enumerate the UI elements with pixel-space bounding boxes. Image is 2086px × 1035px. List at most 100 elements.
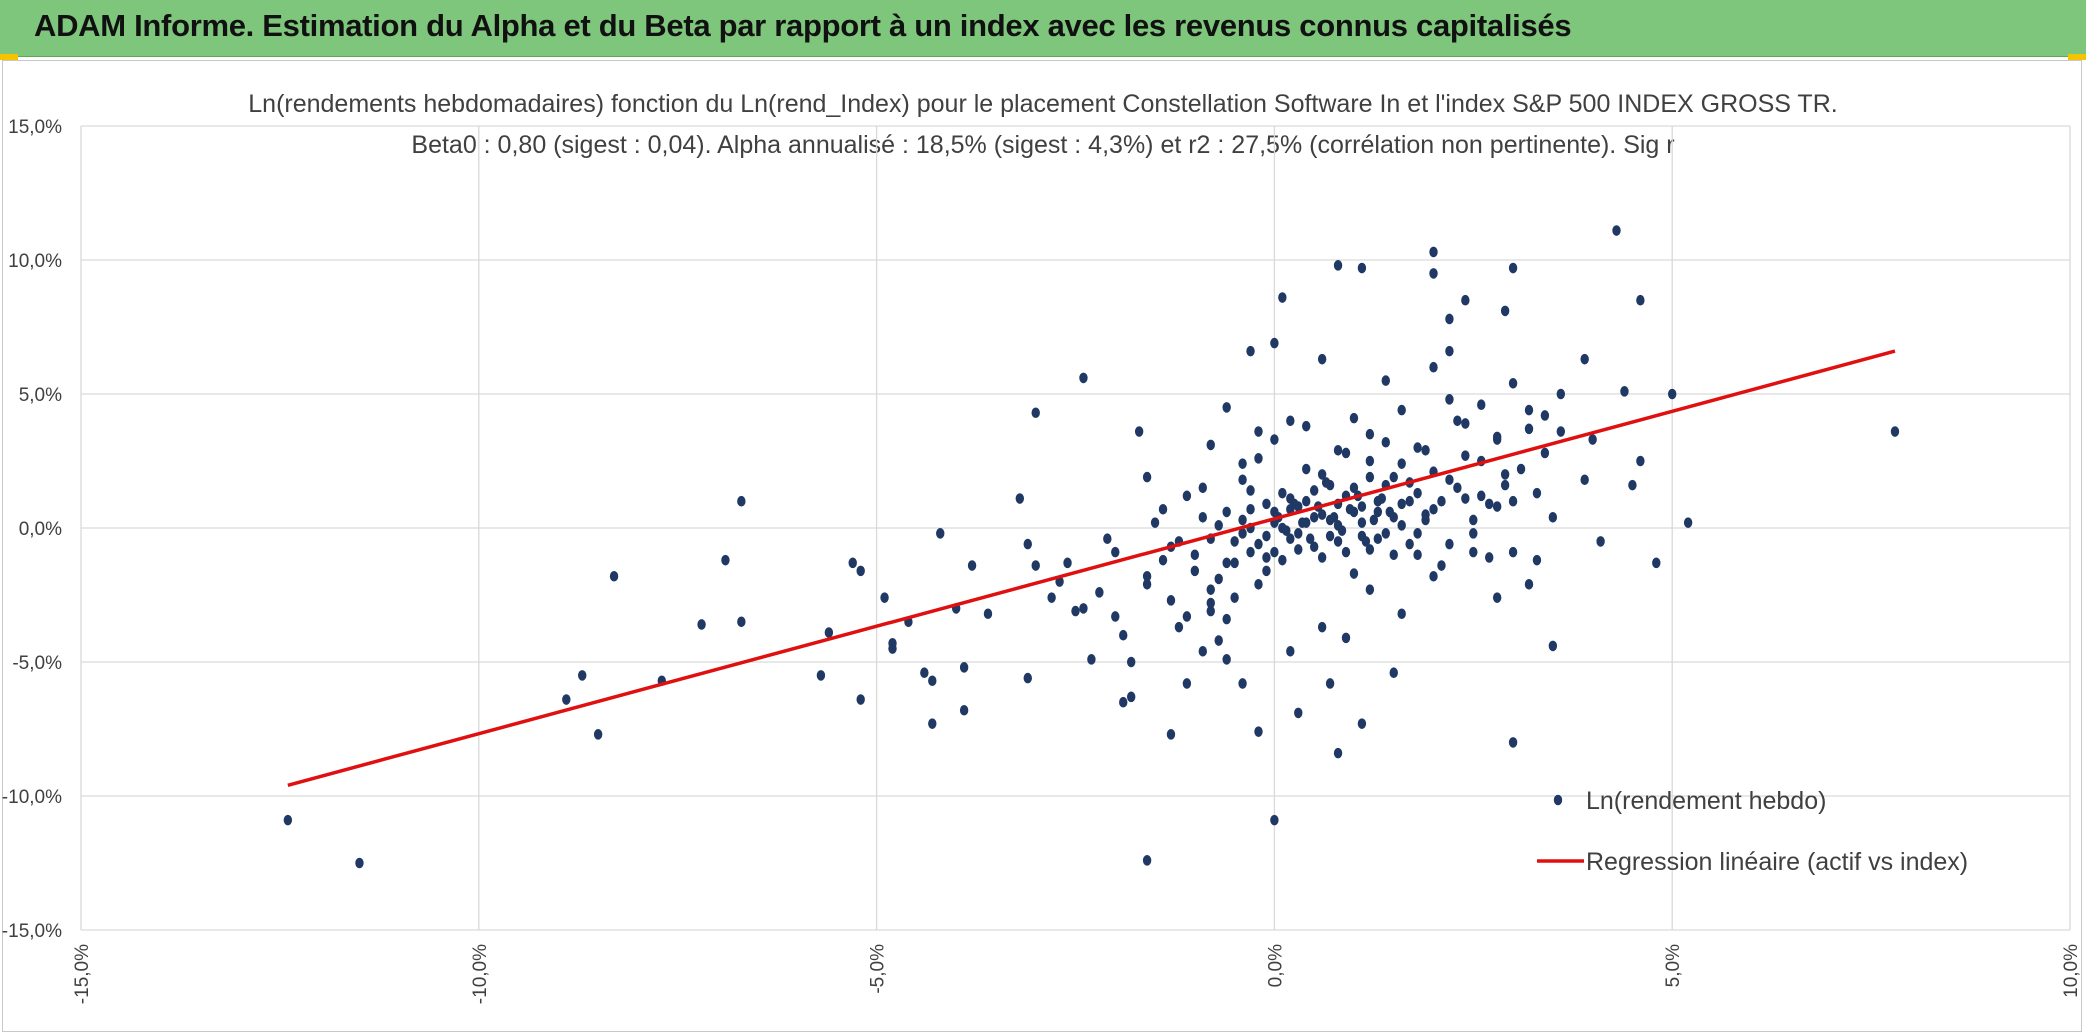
x-tick-label: 0,0% xyxy=(1265,944,1286,987)
scatter-point xyxy=(1023,538,1032,550)
scatter-point xyxy=(1421,444,1430,456)
scatter-point xyxy=(1238,474,1247,486)
scatter-point xyxy=(1524,423,1534,435)
scatter-point xyxy=(1477,399,1486,411)
scatter-point xyxy=(1429,503,1438,515)
scatter-point xyxy=(1532,554,1542,566)
scatter-point xyxy=(888,637,897,649)
scatter-point xyxy=(1508,737,1518,748)
scatter-point xyxy=(1309,511,1319,523)
scatter-point xyxy=(1548,640,1558,652)
scatter-point xyxy=(1134,426,1144,437)
scatter-point xyxy=(1111,546,1120,558)
frame-corner-top-left xyxy=(0,54,18,60)
scatter-point xyxy=(1214,635,1223,646)
scatter-point xyxy=(1158,503,1168,515)
scatter-point xyxy=(1254,538,1263,550)
scatter-point xyxy=(1437,560,1446,571)
scatter-point xyxy=(1222,613,1231,625)
legend-label-regression: Regression linéaire (actif vs index) xyxy=(1586,848,1968,876)
scatter-point xyxy=(816,670,826,681)
regression-line xyxy=(287,349,1896,787)
scatter-point xyxy=(1421,514,1430,526)
x-tick-label: 10,0% xyxy=(2061,944,2082,998)
scatter-point xyxy=(1357,517,1367,528)
scatter-point xyxy=(1508,495,1518,507)
scatter-point xyxy=(928,718,937,729)
scatter-point xyxy=(1294,528,1303,539)
scatter-point xyxy=(1405,495,1414,507)
y-tick-label: 5,0% xyxy=(19,385,62,406)
scatter-point xyxy=(1317,621,1327,633)
scatter-point xyxy=(1222,557,1231,569)
scatter-point xyxy=(1206,597,1215,609)
scatter-point xyxy=(1500,479,1510,491)
scatter-point xyxy=(1298,517,1307,528)
scatter-point xyxy=(1397,520,1406,531)
scatter-point xyxy=(1636,455,1645,467)
scatter-point xyxy=(1532,487,1542,499)
scatter-point xyxy=(1278,554,1287,566)
scatter-point xyxy=(1341,447,1351,459)
legend-marker-scatter xyxy=(1553,794,1563,806)
scatter-point xyxy=(1238,514,1247,526)
x-tick-label: -10,0% xyxy=(470,944,491,1004)
scatter-point xyxy=(936,528,945,539)
scatter-point xyxy=(1333,536,1343,547)
scatter-point xyxy=(1325,530,1335,542)
scatter-point xyxy=(1262,552,1271,563)
scatter-point xyxy=(1683,517,1693,528)
report-banner: ADAM Informe. Estimation du Alpha et du … xyxy=(0,0,2086,57)
scatter-point xyxy=(1325,678,1335,689)
scatter-point xyxy=(1508,546,1518,558)
scatter-point xyxy=(1365,584,1375,595)
scatter-point xyxy=(1381,436,1390,448)
scatter-point xyxy=(848,557,857,569)
scatter-point xyxy=(1142,471,1152,483)
scatter-point xyxy=(1445,538,1454,550)
scatter-point xyxy=(1385,506,1394,518)
scatter-point xyxy=(1166,729,1176,740)
x-tick-label: -15,0% xyxy=(72,944,93,1004)
scatter-point xyxy=(1461,493,1470,504)
y-tick-label: -10,0% xyxy=(2,787,62,808)
scatter-point xyxy=(1286,415,1295,427)
scatter-point xyxy=(562,694,571,705)
scatter-point xyxy=(1222,654,1231,665)
scatter-point xyxy=(1357,262,1367,274)
scatter-point xyxy=(1373,506,1383,518)
scatter-point xyxy=(1119,629,1128,641)
scatter-point xyxy=(737,616,746,628)
scatter-point xyxy=(1413,528,1422,539)
scatter-point xyxy=(1270,546,1279,558)
scatter-point xyxy=(1302,463,1311,475)
scatter-point xyxy=(1341,546,1351,558)
scatter-point xyxy=(1294,707,1303,719)
scatter-point xyxy=(1095,587,1104,598)
scatter-point xyxy=(1290,498,1299,510)
scatter-point xyxy=(1063,557,1072,569)
scatter-point xyxy=(1230,557,1239,569)
scatter-point xyxy=(1445,394,1454,405)
y-tick-label: 10,0% xyxy=(8,251,62,272)
scatter-point xyxy=(1333,260,1343,271)
scatter-point xyxy=(1317,353,1327,365)
scatter-point xyxy=(1397,404,1406,416)
scatter-point xyxy=(1389,471,1398,483)
y-tick-label: 15,0% xyxy=(8,117,62,138)
report-title: ADAM Informe. Estimation du Alpha et du … xyxy=(34,8,1572,43)
scatter-point xyxy=(1309,541,1319,553)
scatter-point xyxy=(1477,490,1486,502)
scatter-point xyxy=(1206,439,1215,451)
scatter-point xyxy=(1337,525,1347,536)
scatter-point xyxy=(1369,514,1379,526)
scatter-point xyxy=(1469,528,1478,539)
scatter-point xyxy=(1254,578,1263,590)
chart-frame xyxy=(2,60,2082,1032)
scatter-point xyxy=(1596,536,1605,547)
scatter-point xyxy=(1079,372,1088,384)
scatter-point xyxy=(1373,533,1383,545)
scatter-point xyxy=(1286,533,1295,545)
scatter-point xyxy=(1508,262,1518,274)
scatter-point xyxy=(1365,544,1375,555)
